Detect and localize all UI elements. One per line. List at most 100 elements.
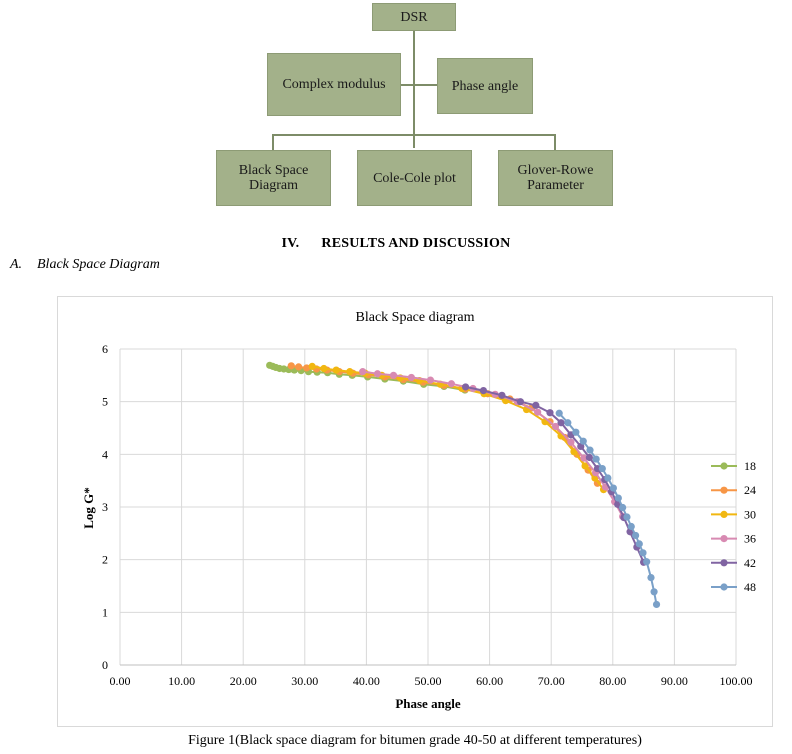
data-point xyxy=(598,464,606,473)
flow-box-dsr: DSR xyxy=(372,3,456,31)
data-point xyxy=(585,453,593,462)
black-space-chart: Black Space diagram 0.00 10.00 20.00 30.00 4… xyxy=(81,310,756,711)
y-tick-label: 6 xyxy=(102,342,108,356)
legend-label: 24 xyxy=(744,483,756,497)
chart-title: Black Space diagram xyxy=(356,310,475,325)
data-point xyxy=(591,474,599,482)
legend-marker xyxy=(720,510,728,518)
x-tick-label: 90.00 xyxy=(661,674,688,688)
legend-marker xyxy=(720,535,728,543)
x-tick-label: 0.00 xyxy=(110,674,131,688)
data-point xyxy=(586,446,594,454)
data-point xyxy=(592,455,600,463)
data-point xyxy=(639,549,647,557)
data-point xyxy=(346,368,354,376)
data-point xyxy=(614,494,622,502)
data-point xyxy=(447,380,456,388)
data-point xyxy=(570,448,578,456)
data-point xyxy=(287,362,295,370)
dsr-flowchart: DSR Complex modulus Phase angle Black Sp… xyxy=(0,0,792,215)
flow-box-cole-cole: Cole-Cole plot xyxy=(357,150,472,206)
data-point xyxy=(373,370,382,378)
data-point xyxy=(650,588,658,596)
x-tick-label: 20.00 xyxy=(230,674,257,688)
data-point xyxy=(461,383,470,391)
y-tick-label: 0 xyxy=(102,658,108,672)
legend-label: 36 xyxy=(744,532,756,546)
x-tick-label: 100.00 xyxy=(720,674,753,688)
y-tick-label: 3 xyxy=(102,500,108,514)
flow-box-label: Glover-Rowe Parameter xyxy=(517,163,594,193)
flow-box-complex-modulus: Complex modulus xyxy=(267,53,401,116)
data-point xyxy=(516,398,524,406)
data-point xyxy=(498,391,506,399)
data-point xyxy=(564,419,572,427)
data-point xyxy=(551,422,560,431)
subsection-letter: A. xyxy=(10,257,23,272)
data-point xyxy=(580,454,588,462)
data-point xyxy=(572,428,580,436)
figure-caption: Figure 1(Black space diagram for bitumen… xyxy=(188,733,642,748)
data-point xyxy=(567,438,575,446)
flow-box-glover-rowe: Glover-Rowe Parameter xyxy=(498,150,613,206)
x-tick-label: 60.00 xyxy=(476,674,503,688)
legend-item: 36 xyxy=(711,532,756,546)
x-tick-label: 80.00 xyxy=(599,674,626,688)
data-point xyxy=(647,573,655,582)
data-point xyxy=(619,503,627,512)
data-point xyxy=(581,462,589,470)
flow-box-label: Black Space Diagram xyxy=(238,163,309,193)
x-axis-label: Phase angle xyxy=(395,696,461,711)
x-tick-label: 10.00 xyxy=(168,674,195,688)
legend-item: 24 xyxy=(711,483,756,497)
data-point xyxy=(652,600,661,609)
data-point xyxy=(623,513,631,521)
subsection-heading: A. Black Space Diagram xyxy=(10,257,160,273)
x-tick-label: 50.00 xyxy=(415,674,442,688)
data-point xyxy=(479,387,488,395)
data-point xyxy=(643,558,651,566)
legend-label: 18 xyxy=(744,459,756,473)
data-point xyxy=(359,368,367,376)
data-point xyxy=(593,464,602,473)
data-point xyxy=(308,362,316,370)
y-axis-label: Log G* xyxy=(81,487,96,529)
legend-label: 30 xyxy=(744,507,756,521)
data-point xyxy=(631,531,640,540)
y-tick-label: 1 xyxy=(102,605,108,619)
data-point xyxy=(426,376,435,384)
connector xyxy=(272,134,556,136)
connector xyxy=(401,84,437,86)
data-point xyxy=(534,408,542,416)
flow-box-phase-angle: Phase angle xyxy=(437,58,533,114)
data-point xyxy=(389,371,398,379)
x-tick-label: 70.00 xyxy=(538,674,565,688)
y-tick-label: 2 xyxy=(102,553,108,567)
legend-item: 30 xyxy=(711,507,756,521)
series-48 xyxy=(555,409,661,609)
series-30 xyxy=(308,362,608,494)
data-point xyxy=(609,484,618,492)
y-tick-label: 4 xyxy=(102,447,108,461)
section-heading: IV. RESULTS AND DISCUSSION xyxy=(0,236,792,252)
x-tick-label: 40.00 xyxy=(353,674,380,688)
legend-marker xyxy=(720,559,728,567)
legend-marker xyxy=(720,462,728,470)
flow-box-label: Complex modulus xyxy=(282,77,386,92)
connector xyxy=(554,134,556,150)
data-point xyxy=(555,409,563,417)
legend-item: 42 xyxy=(711,556,756,570)
flow-box-label: DSR xyxy=(400,9,428,25)
legend-marker xyxy=(720,486,728,494)
data-point xyxy=(604,474,612,482)
data-point xyxy=(557,419,565,427)
data-point xyxy=(579,437,587,445)
series-line xyxy=(465,385,645,563)
section-title: RESULTS AND DISCUSSION xyxy=(321,236,511,251)
data-point xyxy=(295,363,303,371)
y-tick-label: 5 xyxy=(102,395,108,409)
subsection-title: Black Space Diagram xyxy=(37,257,160,272)
flow-box-label: Cole-Cole plot xyxy=(373,170,456,186)
legend-label: 48 xyxy=(744,580,756,594)
data-point xyxy=(635,540,643,548)
